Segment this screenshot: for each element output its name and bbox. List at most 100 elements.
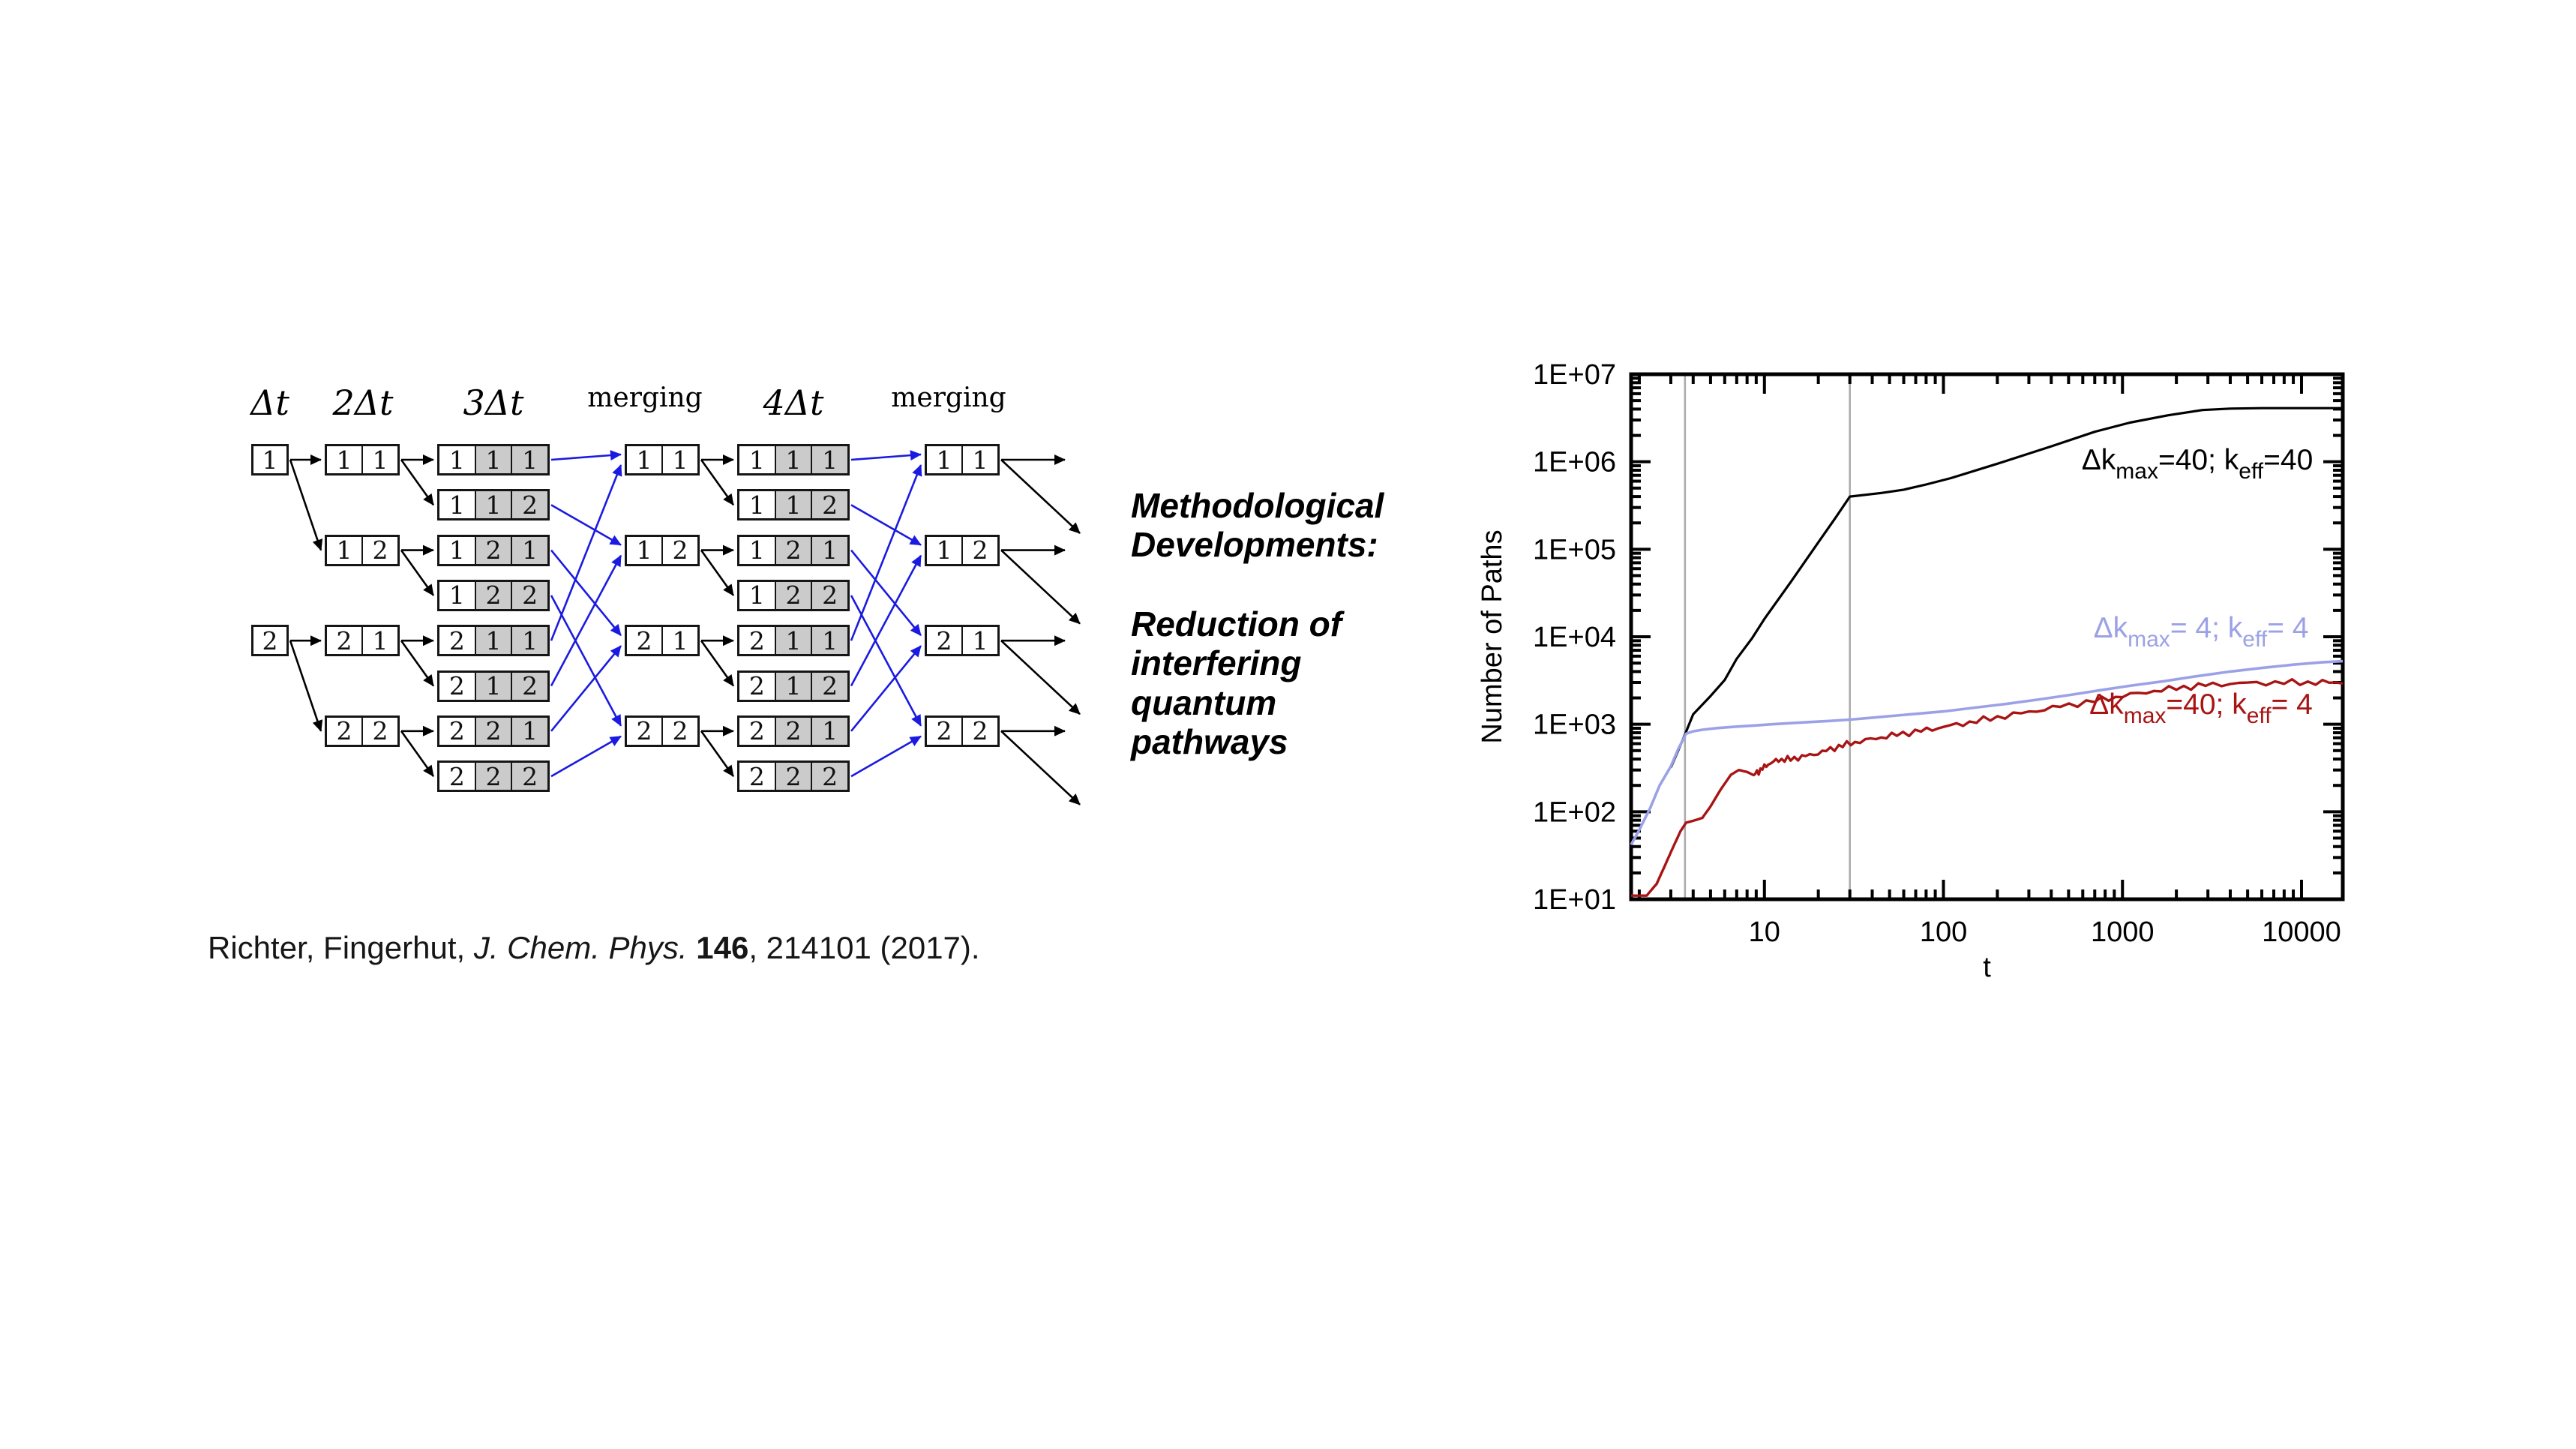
path-cell: 2 — [774, 536, 811, 565]
path-cell: 2 — [748, 761, 765, 791]
path-cell: 2 — [474, 762, 511, 791]
citation-authors: Richter, Fingerhut, — [208, 930, 474, 965]
path-cell: 1 — [511, 446, 548, 475]
branch-arrow — [400, 640, 435, 687]
column-header-m1: merging — [587, 382, 703, 413]
path-cell: 1 — [448, 445, 465, 475]
exit-arrow — [1000, 459, 1081, 534]
y-tick-label: 1E+05 — [1533, 534, 1616, 566]
path-cell: 1 — [511, 536, 548, 565]
path-cell: 1 — [774, 446, 811, 475]
path-cell: 1 — [811, 446, 848, 475]
y-tick-label: 1E+02 — [1533, 796, 1616, 828]
path-cell: 1 — [448, 490, 465, 520]
path-cell: 2 — [936, 626, 952, 656]
merge-arrow — [850, 554, 922, 687]
x-tick-label: 10000 — [2262, 916, 2341, 948]
branch-arrow — [700, 730, 735, 777]
path-cell: 2 — [448, 671, 465, 700]
merge-arrow — [850, 464, 922, 641]
path-cell: 1 — [936, 445, 952, 475]
path-cell: 2 — [636, 716, 652, 746]
path-cell: 2 — [511, 671, 548, 700]
path-cell: 1 — [774, 626, 811, 656]
path-cell: 2 — [774, 762, 811, 791]
path-cell: 1 — [474, 671, 511, 700]
path-cell: 1 — [748, 490, 765, 520]
column-header-c1: 2Δt — [332, 382, 394, 423]
path-cell: 2 — [811, 490, 848, 520]
path-cell: 2 — [448, 716, 465, 746]
branch-arrow — [700, 459, 735, 506]
path-cell: 1 — [636, 445, 652, 475]
branch-arrow — [700, 549, 735, 596]
path-cell: 2 — [661, 536, 697, 565]
diagram-arrows-layer — [289, 450, 1081, 806]
merge-arrow — [850, 645, 922, 732]
merge-arrow — [550, 450, 622, 461]
branch-arrow — [400, 730, 435, 777]
y-tick-label: 1E+04 — [1533, 622, 1616, 653]
path-cell: 1 — [811, 536, 848, 565]
path-cell: 1 — [661, 446, 697, 475]
path-cell: 1 — [361, 626, 397, 656]
series-line-0 — [1669, 406, 2343, 769]
path-cell: 2 — [474, 580, 511, 610]
path-cell: 1 — [748, 580, 765, 610]
branch-arrow — [700, 640, 735, 687]
number-of-paths-chart: 10 100 1000 10000 1E+01 1E+02 1E+03 1E+04 1E+05 1… — [1477, 359, 2345, 983]
path-cell: 1 — [474, 626, 511, 656]
path-cell: 2 — [774, 580, 811, 610]
path-cell: 2 — [448, 626, 465, 656]
path-cell: 1 — [774, 490, 811, 520]
x-tick-label: 1000 — [2091, 916, 2155, 948]
path-cell: 1 — [336, 536, 352, 566]
path-cell: 1 — [636, 536, 652, 566]
path-cell: 1 — [748, 536, 765, 566]
path-cell: 2 — [811, 762, 848, 791]
merge-arrow — [550, 554, 622, 687]
merge-arrow — [850, 735, 922, 778]
merge-arrow — [550, 464, 622, 641]
pathway-merging-diagram: Δt 2Δt 3Δt merging 4Δt merging 1 2 1 1 1 2 2 1 2 2 1 1 1 1 1… — [225, 360, 1192, 1020]
path-cell: 1 — [336, 445, 352, 475]
merge-arrow — [850, 504, 922, 546]
citation-journal: J. Chem. Phys. — [473, 930, 697, 965]
path-cell: 2 — [262, 626, 278, 656]
merge-arrow — [850, 595, 922, 727]
path-cell: 2 — [936, 716, 952, 746]
column-header-c3: 4Δt — [763, 382, 824, 423]
exit-arrow — [1000, 549, 1081, 625]
path-cell: 1 — [448, 580, 465, 610]
path-cell: 1 — [811, 716, 848, 746]
path-cell: 1 — [262, 445, 278, 475]
path-cell: 1 — [511, 716, 548, 746]
y-tick-label: 1E+03 — [1533, 710, 1616, 741]
exit-arrow — [1000, 730, 1081, 806]
path-cell: 1 — [961, 626, 997, 656]
path-cell: 2 — [336, 716, 352, 746]
merge-arrow — [550, 549, 622, 637]
branch-arrow — [400, 459, 435, 506]
branch-arrow — [289, 459, 323, 551]
path-cell: 2 — [748, 626, 765, 656]
x-tick-label: 100 — [1920, 916, 1967, 948]
merge-arrow — [550, 595, 622, 727]
